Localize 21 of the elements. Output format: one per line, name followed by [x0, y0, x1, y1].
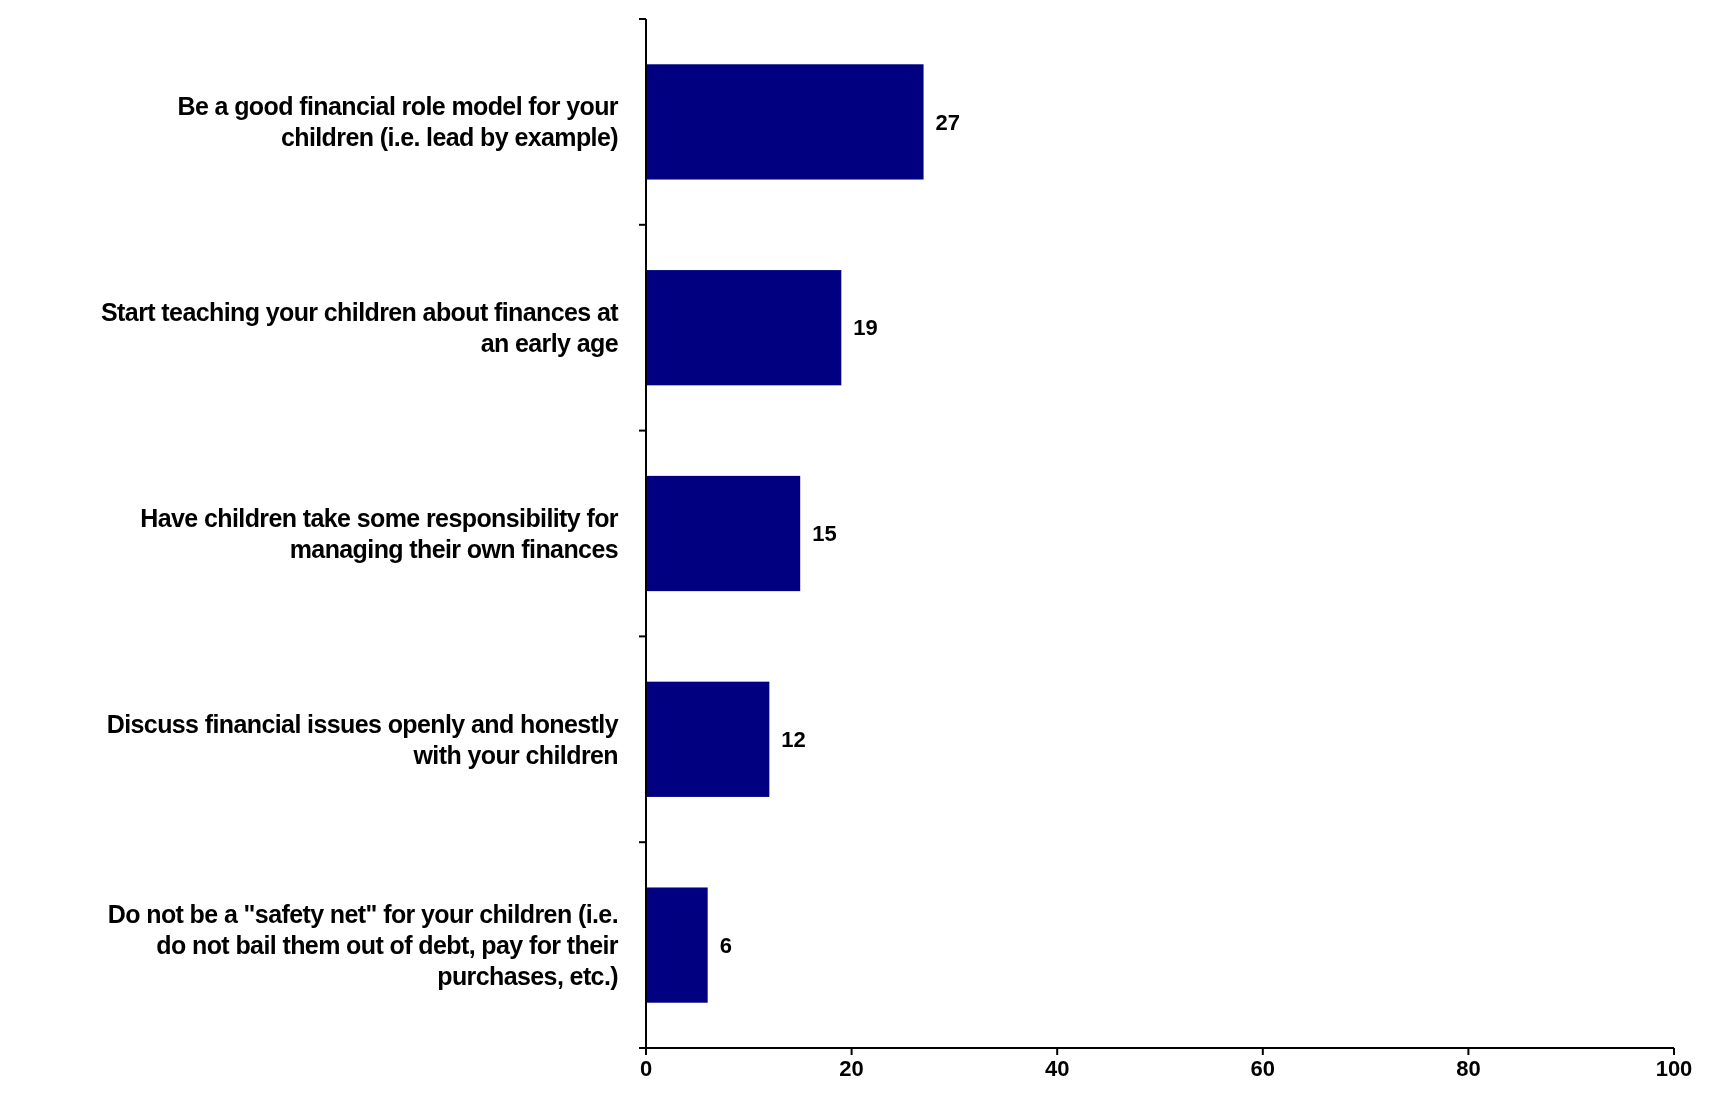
data-label: 12 [781, 727, 806, 752]
data-label: 19 [853, 315, 878, 341]
bar [646, 475, 801, 592]
x-tick-label: 100 [1655, 1056, 1693, 1081]
bar [646, 681, 770, 797]
bar [646, 270, 842, 386]
x-tick-label: 60 [1250, 1056, 1276, 1081]
y-tick-label: Do not be a "safety net" for your children (i.e. do not bail them out of debt, pay for their purchases, etc.) [107, 899, 619, 990]
x-tick-label: 40 [1044, 1056, 1070, 1081]
data-label: 6 [719, 932, 732, 958]
x-tick-label: 20 [839, 1056, 864, 1081]
y-tick-label: Discuss financial issues openly and honestly with your children [106, 709, 619, 769]
y-tick-label: Start teaching your children about finances at an early age [101, 297, 620, 357]
bar [646, 887, 708, 1003]
y-tick-label: Be a good financial role model for your children (i.e. lead by example) [177, 92, 619, 152]
y-tick-label: Have children take some responsibility for managing their own finances [140, 503, 619, 563]
x-tick-label: 0 [639, 1056, 653, 1081]
data-label: 15 [812, 521, 837, 547]
bar [646, 64, 924, 180]
x-tick-label: 80 [1456, 1056, 1481, 1081]
data-label: 27 [935, 109, 961, 135]
